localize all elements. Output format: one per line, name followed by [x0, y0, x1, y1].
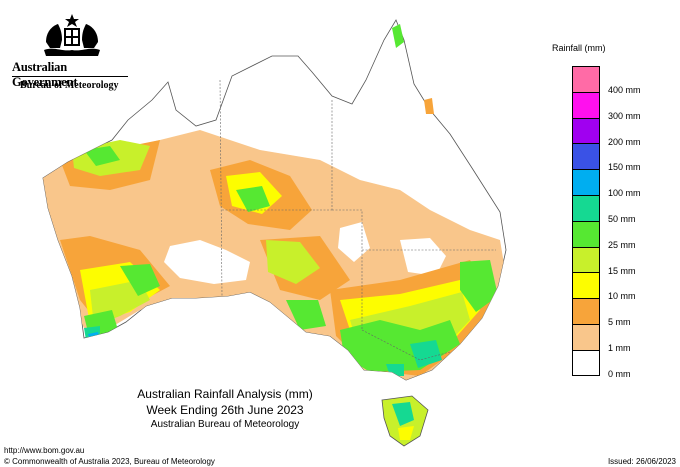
legend-label: 50 mm: [608, 213, 636, 224]
rain-25mm-area: [84, 146, 120, 166]
website-url: http://www.bom.gov.au: [4, 446, 85, 455]
legend-row: 10 mm: [572, 272, 672, 302]
map-source: Australian Bureau of Meteorology: [150, 419, 300, 430]
legend-row: 50 mm: [572, 194, 672, 224]
legend-swatch: [572, 194, 600, 221]
legend-swatch: [572, 246, 600, 273]
legend-label: 25 mm: [608, 239, 636, 250]
legend-row: 5 mm: [572, 298, 672, 328]
legend-row: 1 mm: [572, 323, 672, 353]
legend-swatch: [572, 117, 600, 144]
legend-swatch: [572, 91, 600, 118]
rain-25mm-area: [460, 260, 498, 312]
coat-of-arms-icon: [44, 14, 100, 56]
legend-label: 150 mm: [608, 162, 641, 173]
legend-label: 300 mm: [608, 110, 641, 121]
legend-label: 200 mm: [608, 136, 641, 147]
legend-swatch: [572, 349, 600, 376]
legend-row: 150 mm: [572, 143, 672, 173]
legend-row: 0 mm: [572, 349, 672, 379]
legend-swatch: [572, 169, 600, 195]
legend-swatch: [572, 66, 600, 92]
legend-label: 400 mm: [608, 85, 641, 95]
copyright-notice: © Commonwealth of Australia 2023, Bureau…: [4, 457, 215, 466]
dry-area: [400, 238, 446, 276]
rain-25mm-area: [236, 186, 270, 212]
legend-row: 300 mm: [572, 91, 672, 121]
legend-swatch: [572, 143, 600, 170]
issued-date: Issued: 26/06/2023: [607, 457, 676, 466]
agency-name: Bureau of Meteorology: [20, 80, 119, 91]
rain-10mm-area: [398, 426, 414, 440]
legend-swatch: [572, 272, 600, 299]
legend-swatch: [572, 298, 600, 324]
legend-label: 0 mm: [608, 368, 631, 379]
legend-label: 5 mm: [608, 317, 631, 328]
legend-swatch: [572, 220, 600, 247]
rainfall-map: [42, 19, 507, 447]
government-name: Australian Government: [12, 60, 78, 89]
legend-row: 100 mm: [572, 169, 672, 199]
map-title: Australian Rainfall Analysis (mm): [137, 387, 313, 401]
map-subtitle: Week Ending 26th June 2023: [146, 403, 304, 417]
legend-label: 15 mm: [608, 265, 636, 276]
legend-row: 15 mm: [572, 246, 672, 276]
legend-title: Rainfall (mm): [552, 43, 606, 53]
map-title-block: Australian Rainfall Analysis (mm) Week E…: [120, 386, 330, 432]
dry-area: [164, 240, 250, 284]
rain-50mm-area: [410, 340, 442, 368]
legend-label: 100 mm: [608, 188, 641, 199]
rain-25mm-area: [286, 300, 326, 330]
rain-50mm-area: [386, 364, 404, 376]
legend-row: 200 mm: [572, 117, 672, 147]
rain-25mm-area: [392, 24, 404, 48]
state-borders: [219, 79, 496, 361]
header-divider: [12, 76, 128, 77]
legend-label: 1 mm: [608, 342, 631, 353]
legend-row: 25 mm: [572, 220, 672, 250]
legend-row: 400 mm: [572, 66, 672, 95]
rain-15mm-area: [266, 240, 320, 284]
rain-50mm-area: [392, 402, 414, 426]
legend: 400 mm 300 mm 200 mm 150 mm 100 mm 50 mm 25 mm…: [572, 66, 672, 379]
legend-swatch: [572, 323, 600, 350]
rain-10mm-area: [424, 98, 434, 114]
rain-25mm-area: [120, 264, 160, 296]
legend-label: 10 mm: [608, 291, 636, 302]
